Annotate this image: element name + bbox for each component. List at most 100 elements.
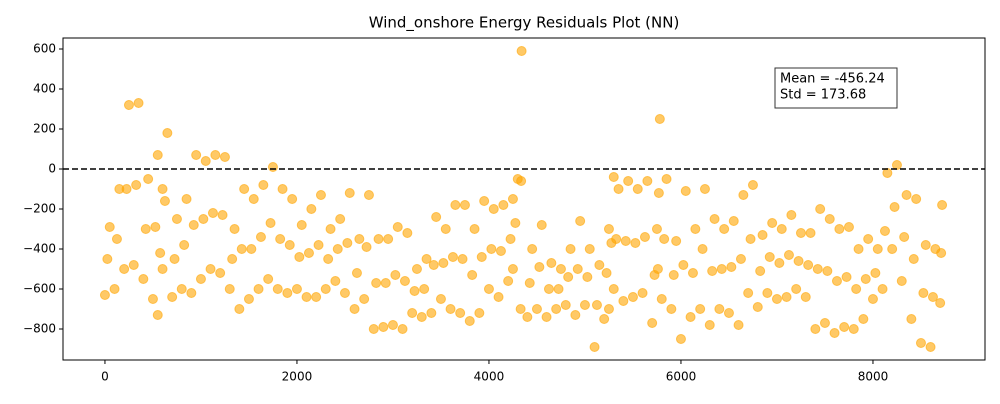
point — [735, 254, 746, 264]
point — [618, 296, 629, 306]
point — [620, 236, 631, 246]
point — [306, 204, 317, 214]
point — [119, 264, 130, 274]
point — [661, 174, 672, 184]
point — [690, 224, 701, 234]
point — [152, 150, 163, 160]
point — [507, 194, 518, 204]
point — [908, 254, 919, 264]
point — [505, 234, 516, 244]
point — [920, 240, 931, 250]
point — [128, 260, 139, 270]
point — [143, 174, 154, 184]
point — [707, 266, 718, 276]
point — [541, 312, 552, 322]
x-tick-label: 4000 — [474, 370, 505, 384]
point — [445, 304, 456, 314]
point — [937, 200, 948, 210]
point — [361, 242, 372, 252]
point — [265, 218, 276, 228]
point — [716, 264, 727, 274]
plot-frame — [62, 37, 986, 361]
point — [215, 268, 226, 278]
point — [359, 294, 370, 304]
point — [757, 230, 768, 240]
point — [896, 276, 907, 286]
point — [546, 258, 557, 268]
point — [630, 238, 641, 248]
point — [236, 244, 247, 254]
point — [776, 224, 787, 234]
point — [248, 194, 259, 204]
point — [918, 288, 929, 298]
point — [911, 194, 922, 204]
point — [440, 224, 451, 234]
point — [803, 260, 814, 270]
point — [860, 274, 871, 284]
point — [723, 308, 734, 318]
point — [680, 186, 691, 196]
point — [887, 244, 898, 254]
point — [387, 320, 398, 330]
point — [906, 314, 917, 324]
points — [99, 46, 948, 352]
point — [579, 300, 590, 310]
point — [152, 310, 163, 320]
point — [839, 322, 850, 332]
point — [131, 180, 142, 190]
point — [349, 304, 360, 314]
y-tick-label: −200 — [23, 202, 56, 216]
point — [320, 284, 331, 294]
point — [102, 254, 113, 264]
point — [315, 190, 326, 200]
point — [205, 264, 216, 274]
point — [747, 180, 758, 190]
point — [882, 168, 893, 178]
point — [210, 150, 221, 160]
point — [227, 254, 238, 264]
point — [704, 320, 715, 330]
point — [467, 270, 478, 280]
point — [486, 244, 497, 254]
point — [301, 292, 312, 302]
point — [275, 234, 286, 244]
point — [516, 46, 527, 56]
point — [493, 292, 504, 302]
point — [419, 284, 430, 294]
point — [455, 308, 466, 318]
point — [407, 308, 418, 318]
point — [515, 304, 526, 314]
point — [935, 298, 946, 308]
point — [534, 262, 545, 272]
point — [198, 214, 209, 224]
point — [447, 252, 458, 262]
point — [805, 228, 816, 238]
point — [272, 284, 283, 294]
point — [637, 288, 648, 298]
point — [565, 244, 576, 254]
point — [296, 220, 307, 230]
y-tick-label: 200 — [33, 122, 56, 136]
point — [516, 176, 527, 186]
point — [323, 254, 334, 264]
point — [399, 276, 410, 286]
point — [267, 162, 278, 172]
annotation-box — [774, 67, 898, 109]
point — [560, 300, 571, 310]
point — [915, 338, 926, 348]
point — [246, 244, 257, 254]
point — [524, 278, 535, 288]
point — [303, 248, 314, 258]
point — [834, 224, 845, 234]
point — [936, 248, 947, 258]
point — [421, 254, 432, 264]
point — [543, 284, 554, 294]
point — [109, 284, 120, 294]
y-tick-label: 600 — [33, 42, 56, 56]
point — [841, 272, 852, 282]
point — [771, 294, 782, 304]
annotation-text: Mean = -456.24 — [780, 72, 885, 87]
point — [762, 288, 773, 298]
